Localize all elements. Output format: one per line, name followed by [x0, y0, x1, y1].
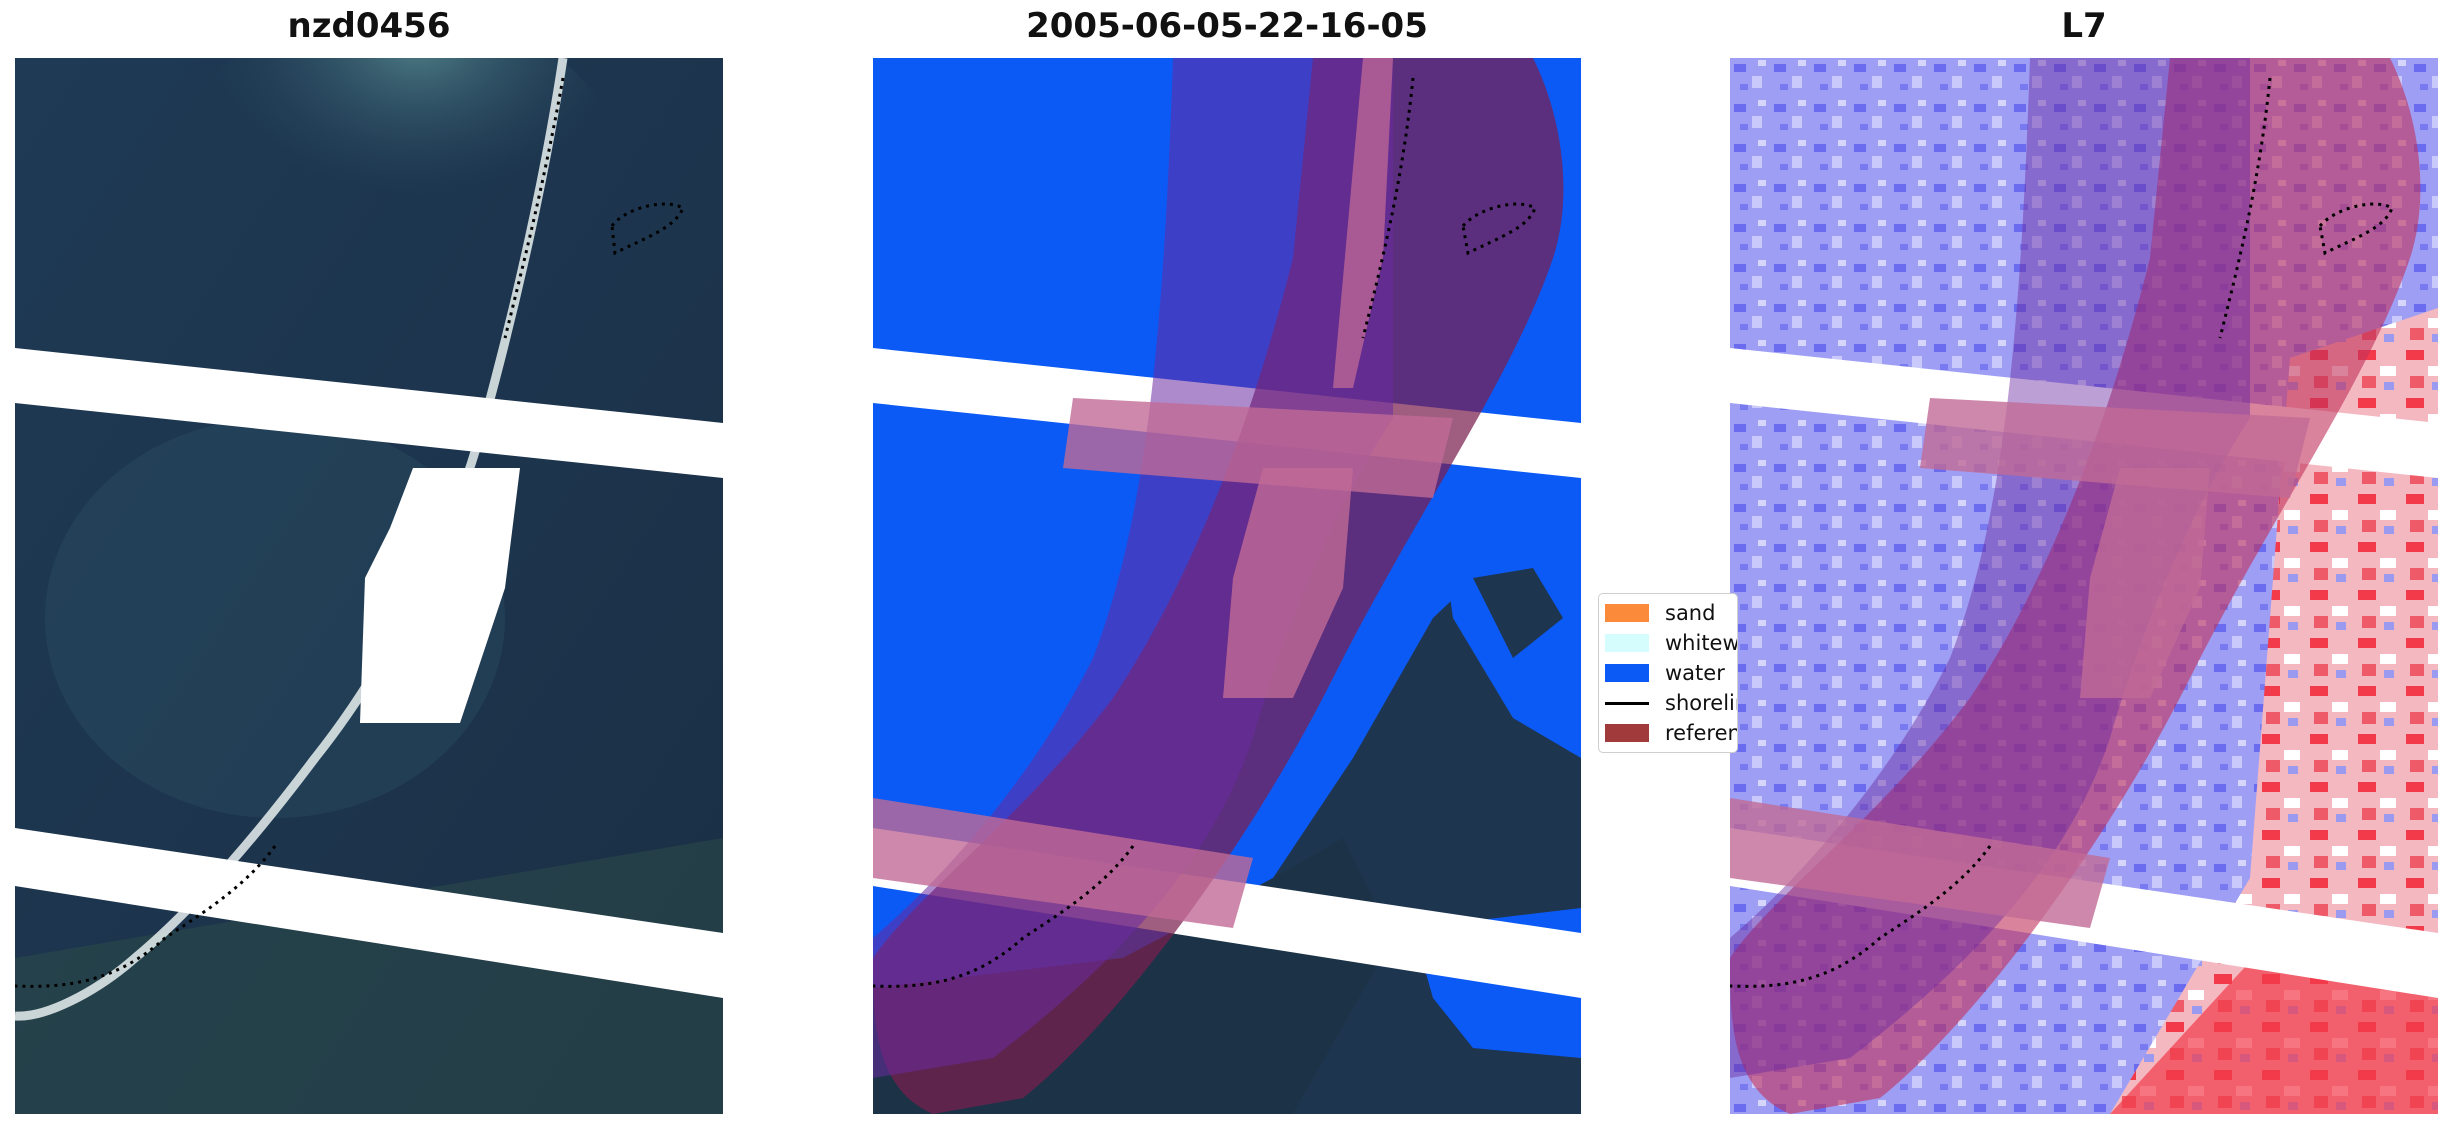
classification-image [873, 58, 1581, 1114]
legend-item-whitewater: whitewater [1605, 630, 1738, 656]
scan-gap-lower [15, 828, 723, 998]
legend-item-water: water [1605, 660, 1737, 686]
legend-swatch-sand [1605, 604, 1649, 622]
legend-swatch-water [1605, 664, 1649, 682]
legend-label: reference [1665, 721, 1737, 745]
legend-swatch-whitewater [1605, 634, 1649, 652]
rgb-satellite-image [15, 58, 723, 1114]
panel-title-rgb: nzd0456 [287, 6, 451, 46]
index-image [1730, 58, 2438, 1114]
legend-item-sand: sand [1605, 600, 1737, 626]
legend: sand whitewater water shoreline referenc… [1598, 593, 1738, 753]
legend-label: shoreline [1665, 691, 1737, 715]
legend-item-reference: reference [1605, 720, 1737, 746]
legend-line-shoreline [1605, 701, 1649, 705]
panel-title-index: L7 [2061, 6, 2107, 46]
legend-label: water [1665, 661, 1725, 685]
rgb-image-panel [15, 58, 723, 1114]
legend-item-shoreline: shoreline [1605, 690, 1737, 716]
legend-label: sand [1665, 601, 1716, 625]
scan-gap-upper [15, 348, 723, 478]
legend-swatch-reference [1605, 724, 1649, 742]
legend-label: whitewater [1665, 631, 1738, 655]
shoreline-line [15, 77, 685, 988]
classification-panel [873, 58, 1581, 1114]
index-panel [1730, 58, 2438, 1114]
panel-title-classification: 2005-06-05-22-16-05 [1026, 6, 1428, 46]
